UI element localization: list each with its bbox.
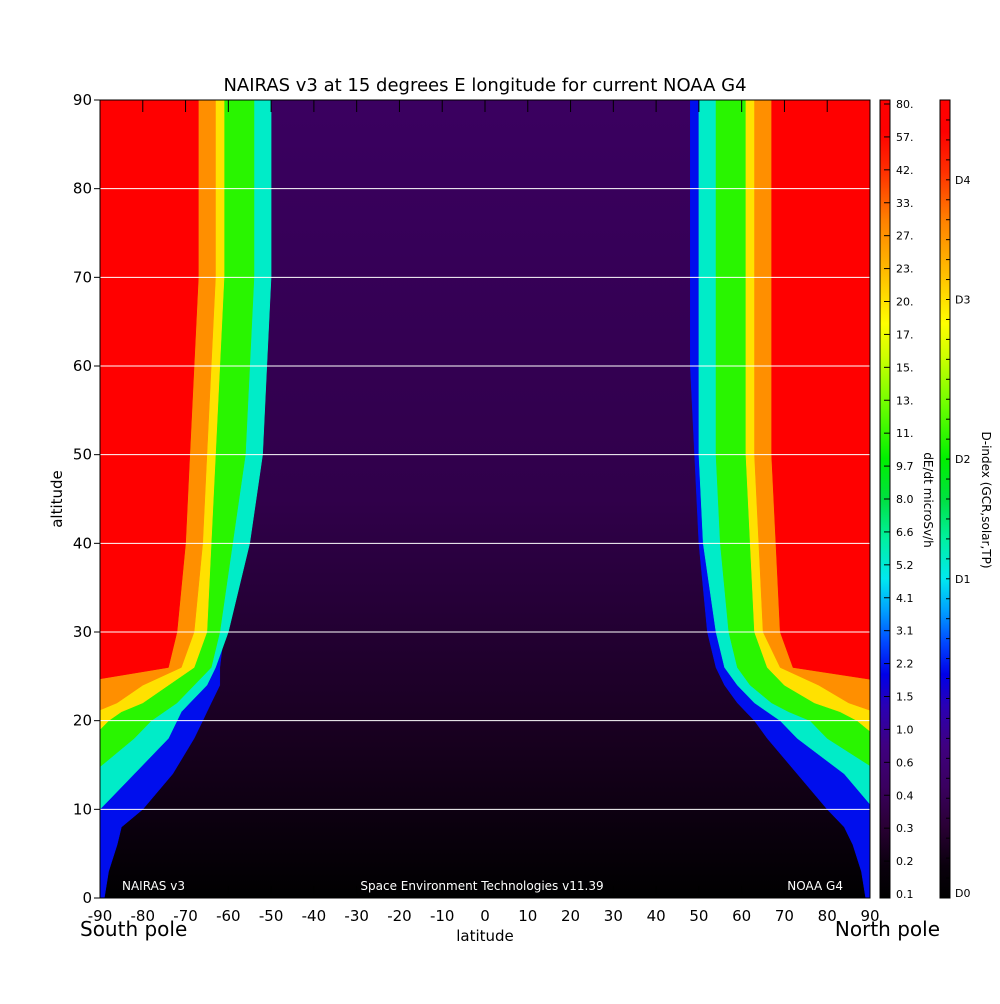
dose-colorbar-tick-label: 8.0 xyxy=(896,493,914,506)
dose-colorbar-tick-label: 0.2 xyxy=(896,855,914,868)
y-tick-label: 90 xyxy=(73,91,92,109)
dose-colorbar-tick-label: 1.5 xyxy=(896,691,914,704)
d-index-tick-label: D3 xyxy=(955,294,970,307)
y-tick-label: 60 xyxy=(73,357,92,375)
x-tick-label: 10 xyxy=(518,907,537,925)
d-index-tick-label: D2 xyxy=(955,453,970,466)
y-axis-label: altitude xyxy=(48,470,66,528)
x-tick-label: 0 xyxy=(480,907,490,925)
south-pole-label: South pole xyxy=(80,917,187,941)
d-index-tick-label: D1 xyxy=(955,573,970,586)
dose-colorbar-tick-label: 2.2 xyxy=(896,658,914,671)
x-tick-label: 60 xyxy=(732,907,751,925)
dose-colorbar-tick-label: 42. xyxy=(896,164,914,177)
x-tick-label: -50 xyxy=(259,907,284,925)
dose-colorbar-tick-label: 3.1 xyxy=(896,625,914,638)
dose-colorbar-tick-label: 0.1 xyxy=(896,888,914,901)
dose-colorbar-tick-label: 1.0 xyxy=(896,723,914,736)
d-index-colorbar: D4 D3 D2 D1 D0 D-index (GCR,solar,TP) xyxy=(939,99,993,900)
dose-colorbar-tick-label: 27. xyxy=(896,230,914,243)
x-tick-label: -30 xyxy=(344,907,369,925)
x-tick-label: -90 xyxy=(88,907,113,925)
dose-colorbar-tick-label: 4.1 xyxy=(896,592,914,605)
dose-colorbar-tick-label: 17. xyxy=(896,328,914,341)
d-index-tick-label: D0 xyxy=(955,887,970,900)
y-tick-label: 80 xyxy=(73,180,92,198)
heatmap-plot xyxy=(99,99,871,899)
annotation-model: NAIRAS v3 xyxy=(122,879,185,893)
x-tick-label: -80 xyxy=(131,907,156,925)
x-tick-label: -20 xyxy=(387,907,412,925)
x-tick-label: 80 xyxy=(818,907,837,925)
dose-colorbar-tick-label: 0.4 xyxy=(896,789,914,802)
y-tick-label: 0 xyxy=(82,889,92,907)
annotation-storm: NOAA G4 xyxy=(787,879,843,893)
y-tick-label: 70 xyxy=(73,268,92,286)
x-tick-label: 90 xyxy=(860,907,879,925)
y-tick-label: 20 xyxy=(73,712,92,730)
dose-band-south-5 xyxy=(100,100,199,680)
dose-colorbar-tick-label: 0.6 xyxy=(896,756,914,769)
x-tick-label: 40 xyxy=(647,907,666,925)
d-index-colorbar-label: D-index (GCR,solar,TP) xyxy=(979,431,993,568)
dose-colorbar-tick-label: 9.7 xyxy=(896,460,914,473)
dose-colorbar-tick-label: 33. xyxy=(896,197,914,210)
dose-colorbar-tick-label: 6.6 xyxy=(896,526,914,539)
x-tick-label: -70 xyxy=(173,907,198,925)
dose-colorbar-tick-label: 11. xyxy=(896,427,914,440)
x-tick-label: 50 xyxy=(689,907,708,925)
dose-colorbar-tick-label: 57. xyxy=(896,131,914,144)
y-tick-label: 40 xyxy=(73,534,92,552)
dose-colorbar-label: dE/dt microSv/h xyxy=(921,452,935,547)
dose-colorbar-tick-label: 20. xyxy=(896,296,914,309)
x-tick-label: -10 xyxy=(430,907,455,925)
x-tick-label: 30 xyxy=(604,907,623,925)
dose-colorbar-tick-label: 23. xyxy=(896,263,914,276)
y-tick-label: 10 xyxy=(73,800,92,818)
x-tick-label: -40 xyxy=(302,907,327,925)
dose-colorbar: 80. 57. 42. 33. 27. 23. 20. 17. 15. 13. 11. 9.7 8.0 6… xyxy=(879,98,935,901)
x-tick-label: 70 xyxy=(775,907,794,925)
dose-colorbar-tick-label: 5.2 xyxy=(896,559,914,572)
d-index-tick-label: D4 xyxy=(955,174,970,187)
dose-colorbar-tick-label: 13. xyxy=(896,394,914,407)
dose-colorbar-tick-label: 15. xyxy=(896,361,914,374)
annotation-credit: Space Environment Technologies v11.39 xyxy=(360,879,603,893)
x-axis-label: latitude xyxy=(456,927,514,945)
north-pole-label: North pole xyxy=(835,917,940,941)
dose-colorbar-tick-label: 0.3 xyxy=(896,822,914,835)
dose-band-north-5 xyxy=(771,100,870,680)
dose-colorbar-tick-label: 80. xyxy=(896,98,914,111)
chart-title: NAIRAS v3 at 15 degrees E longitude for … xyxy=(223,75,746,96)
y-tick-label: 30 xyxy=(73,623,92,641)
y-tick-label: 50 xyxy=(73,446,92,464)
x-tick-label: 20 xyxy=(561,907,580,925)
x-tick-label: -60 xyxy=(216,907,241,925)
